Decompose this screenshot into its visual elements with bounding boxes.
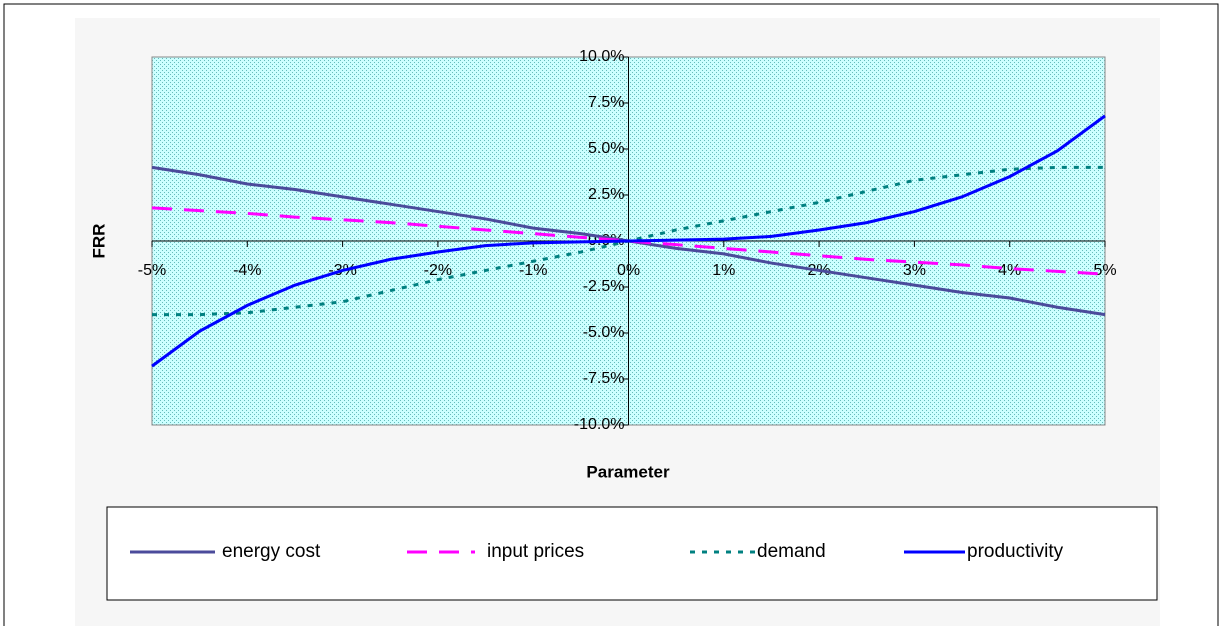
legend-label: input prices — [487, 541, 584, 562]
x-tick-label: 1% — [712, 262, 735, 279]
x-tick-label: -4% — [233, 262, 261, 279]
y-tick-label: 2.5% — [588, 186, 624, 203]
x-axis-title: Parameter — [586, 462, 670, 481]
y-tick-label: -2.5% — [583, 278, 625, 295]
x-tick-label: -1% — [519, 262, 547, 279]
series-line — [151, 114, 1106, 368]
y-axis-title: FRR — [89, 224, 108, 259]
legend-label: demand — [757, 541, 826, 562]
y-tick-label: 10.0% — [579, 48, 624, 65]
y-tick-label: -10.0% — [574, 416, 625, 433]
x-tick-label: 3% — [903, 262, 926, 279]
x-tick-label: -2% — [424, 262, 452, 279]
x-tick-label: -5% — [138, 262, 166, 279]
y-tick-label: -5.0% — [583, 324, 625, 341]
legend — [106, 506, 1158, 601]
legend-label: energy cost — [222, 541, 321, 562]
y-tick-label: 7.5% — [588, 94, 624, 111]
y-tick-label: -7.5% — [583, 370, 625, 387]
x-tick-label: 5% — [1093, 262, 1116, 279]
legend-label: productivity — [967, 541, 1064, 562]
y-tick-label: 5.0% — [588, 140, 624, 157]
x-tick-label: 4% — [998, 262, 1021, 279]
x-tick-label: 0% — [617, 262, 640, 279]
